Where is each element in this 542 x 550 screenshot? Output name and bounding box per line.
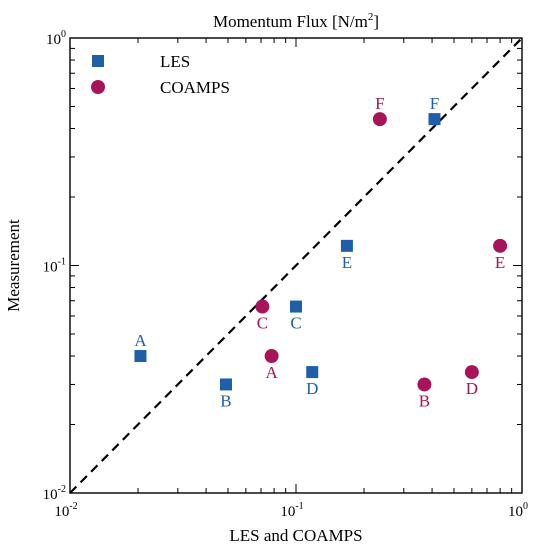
x-axis-label: LES and COAMPS [229, 526, 362, 545]
les-point-b [219, 378, 232, 391]
les-point-label-a: A [134, 331, 147, 350]
les-point-a [134, 350, 147, 363]
les-point-label-f: F [430, 94, 439, 113]
reference-line-layer [69, 37, 523, 494]
les-point-f [428, 113, 441, 126]
y-tick-label: 10-1 [43, 257, 66, 276]
y-tick-label: 10-2 [43, 484, 66, 503]
y-axis-label: Measurement [4, 219, 23, 312]
legend-les-label: LES [160, 52, 190, 71]
chart-title-text: Momentum Flux [N/m [213, 12, 368, 31]
coamps-point-label-a: A [265, 363, 278, 382]
tick-label-layer: 10-2 10-1 100 10-2 10-1 100 [43, 29, 528, 520]
les-point-label-b: B [220, 391, 231, 410]
coamps-point-label-c: C [257, 314, 268, 333]
coamps-point-label-b: B [419, 391, 430, 410]
coamps-point-e [493, 238, 508, 253]
coamps-point-d [464, 365, 479, 380]
legend-les-marker [92, 55, 104, 67]
legend-coamps-marker [91, 80, 105, 94]
tick-layer [69, 38, 522, 494]
chart-title-end: ] [373, 12, 379, 31]
reference-line [69, 37, 523, 494]
marker-layer [134, 112, 508, 392]
les-point-e [340, 239, 353, 252]
coamps-point-a [264, 349, 279, 364]
point-label-layer: A B C D E F A B C D E F [134, 94, 505, 410]
x-tick-label: 100 [508, 501, 528, 520]
y-tick-label: 100 [46, 29, 66, 48]
les-point-label-c: C [290, 314, 301, 333]
coamps-point-c [255, 299, 270, 314]
legend-coamps-label: COAMPS [160, 78, 230, 97]
chart-title-superscript: 2 [368, 11, 374, 23]
x-tick-label: 10-1 [280, 501, 303, 520]
coamps-point-f [372, 112, 387, 127]
coamps-point-label-d: D [466, 379, 478, 398]
coamps-point-b [417, 377, 432, 392]
coamps-point-label-e: E [495, 253, 505, 272]
x-tick-label: 10-2 [54, 501, 77, 520]
les-point-d [306, 366, 319, 379]
les-point-label-e: E [342, 253, 352, 272]
les-point-label-d: D [306, 379, 318, 398]
legend: LES COAMPS [91, 52, 230, 97]
chart-title: Momentum Flux [N/m2] [213, 11, 379, 31]
coamps-point-label-f: F [375, 94, 384, 113]
les-point-c [290, 300, 302, 313]
